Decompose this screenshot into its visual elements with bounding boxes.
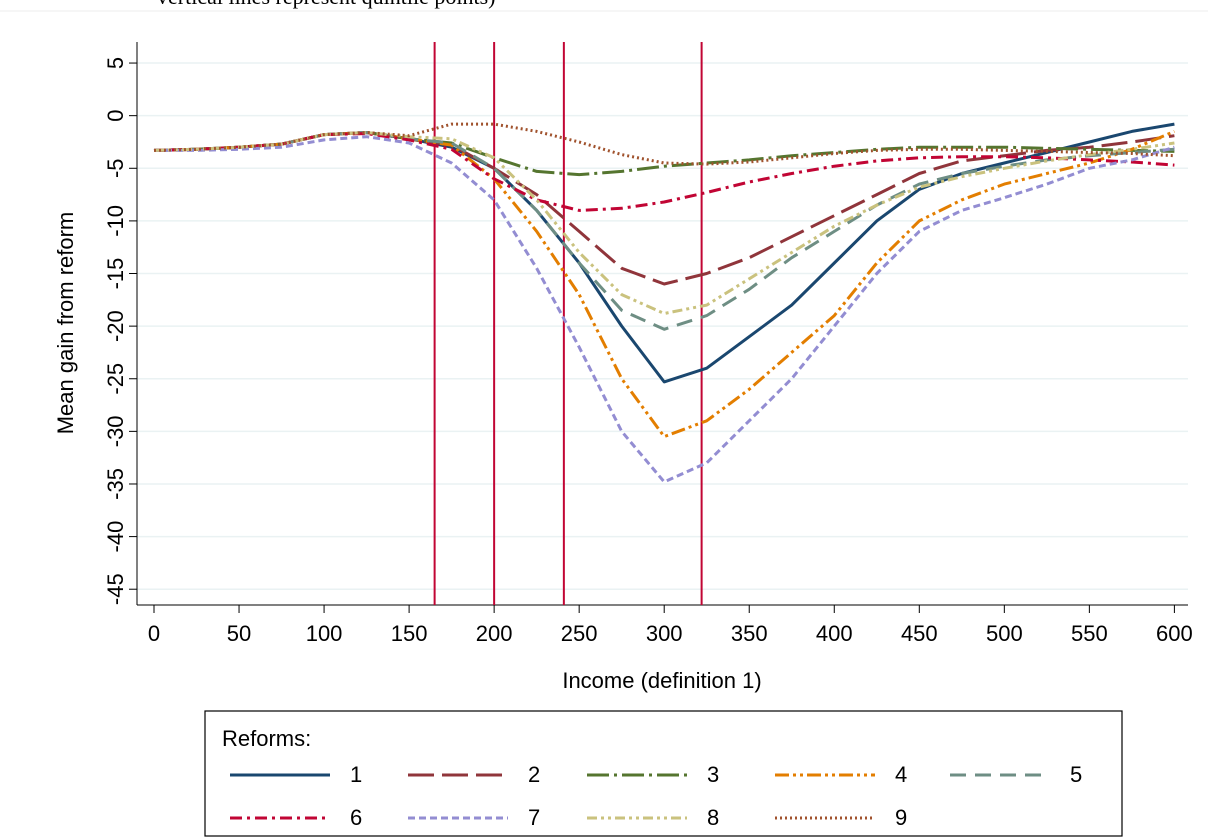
series-line — [153, 132, 1175, 212]
x-tick-label: 250 — [561, 621, 598, 646]
legend-label: 4 — [895, 762, 907, 787]
x-tick-label: 150 — [391, 621, 428, 646]
legend-label: 1 — [350, 762, 362, 787]
y-tick-label: -45 — [103, 573, 128, 605]
series-line — [153, 131, 1175, 331]
legend-label: 2 — [528, 762, 540, 787]
legend-label: 5 — [1070, 762, 1082, 787]
legend-label: 8 — [707, 805, 719, 830]
x-tick-label: 350 — [731, 621, 768, 646]
x-tick-label: 550 — [1071, 621, 1108, 646]
series-line — [154, 135, 1175, 484]
x-tick-label: 0 — [148, 621, 160, 646]
y-tick-label: -25 — [103, 363, 128, 395]
y-tick-label: -40 — [103, 521, 128, 553]
legend-label: 9 — [895, 805, 907, 830]
y-tick-label: 5 — [103, 57, 128, 69]
legend-title: Reforms: — [222, 726, 311, 751]
x-tick-label: 200 — [476, 621, 513, 646]
x-tick-label: 300 — [646, 621, 683, 646]
y-tick-label: -10 — [103, 205, 128, 237]
x-tick-label: 50 — [227, 621, 251, 646]
y-tick-label: -5 — [103, 158, 128, 178]
y-tick-label: -35 — [103, 468, 128, 500]
x-tick-label: 450 — [901, 621, 938, 646]
legend-label: 7 — [528, 805, 540, 830]
y-axis-title: Mean gain from reform — [53, 212, 78, 435]
x-tick-label: 400 — [816, 621, 853, 646]
y-tick-label: -15 — [103, 258, 128, 290]
x-axis-title: Income (definition 1) — [562, 668, 761, 693]
legend-label: 3 — [707, 762, 719, 787]
y-tick-label: 0 — [103, 110, 128, 122]
legend-label: 6 — [350, 805, 362, 830]
legend-box — [204, 710, 1123, 837]
x-tick-label: 500 — [986, 621, 1023, 646]
series-line — [153, 131, 1175, 286]
x-tick-label: 600 — [1156, 621, 1193, 646]
y-tick-label: -30 — [103, 415, 128, 447]
series-line — [153, 131, 1175, 177]
caption: vertical lines represent quintile points… — [157, 0, 495, 9]
y-tick-label: -20 — [103, 310, 128, 342]
x-tick-label: 100 — [306, 621, 343, 646]
series-line — [153, 122, 1175, 166]
